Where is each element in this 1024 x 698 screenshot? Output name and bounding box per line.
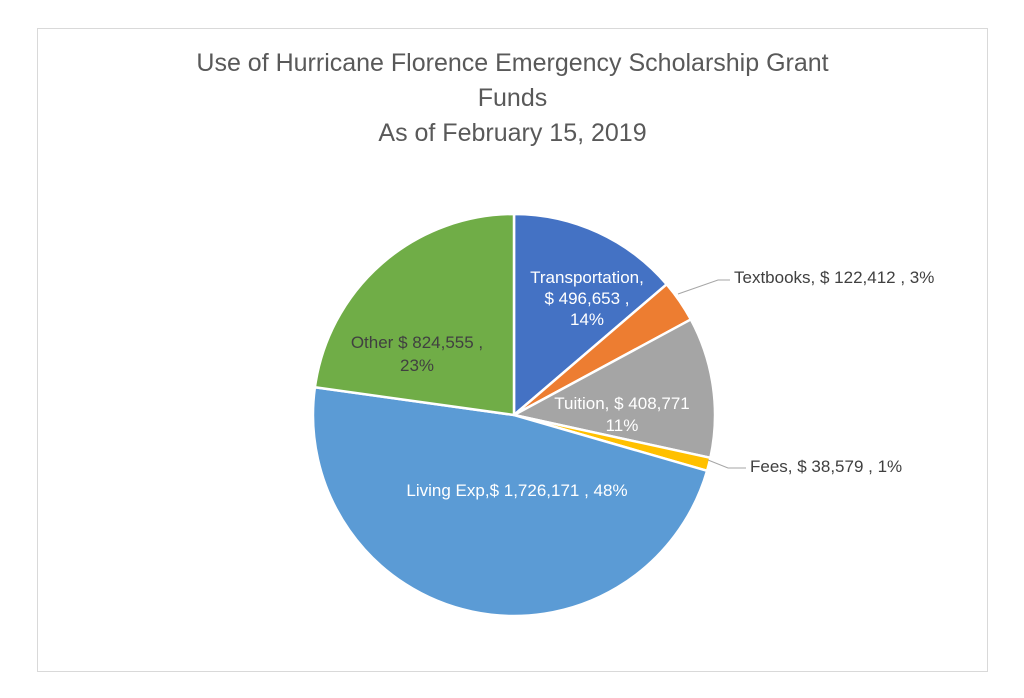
data-label-tuition-line-2: 11% bbox=[606, 416, 639, 435]
pie-slice-transportation bbox=[512, 212, 668, 417]
data-label-fees: Fees, $ 38,579 , 1% bbox=[750, 457, 902, 476]
chart-title-line-2: Funds bbox=[477, 84, 548, 112]
data-label-other-line-2: 23% bbox=[400, 356, 434, 375]
leader-line-fees bbox=[707, 459, 746, 469]
chart-title: Use of Hurricane Florence Emergency Scho… bbox=[37, 46, 988, 151]
data-label-other-line-1: Other $ 824,555 , bbox=[351, 333, 483, 352]
data-label-textbooks: Textbooks, $ 122,412 , 3% bbox=[734, 268, 934, 287]
data-label-tuition-line-1: Tuition, $ 408,771 bbox=[554, 394, 689, 413]
pie-slice-living-exp bbox=[311, 386, 709, 618]
data-label-living-exp: Living Exp,$ 1,726,171 , 48% bbox=[406, 481, 627, 500]
pie-slice-other bbox=[313, 212, 516, 417]
data-labels: Transportation, $ 496,653 , 14% Textbooks, … bbox=[351, 268, 935, 500]
data-label-transportation-line-3: 14% bbox=[570, 310, 604, 329]
chart-title-line-1: Use of Hurricane Florence Emergency Scho… bbox=[196, 49, 829, 77]
leader-line-textbooks bbox=[677, 279, 730, 295]
data-label-transportation-line-2: $ 496,653 , bbox=[544, 289, 629, 308]
pie-slices bbox=[311, 212, 717, 618]
pie-slice-tuition bbox=[512, 318, 717, 460]
chart-title-line-3: As of February 15, 2019 bbox=[378, 119, 647, 147]
data-label-transportation-line-1: Transportation, bbox=[530, 268, 644, 287]
